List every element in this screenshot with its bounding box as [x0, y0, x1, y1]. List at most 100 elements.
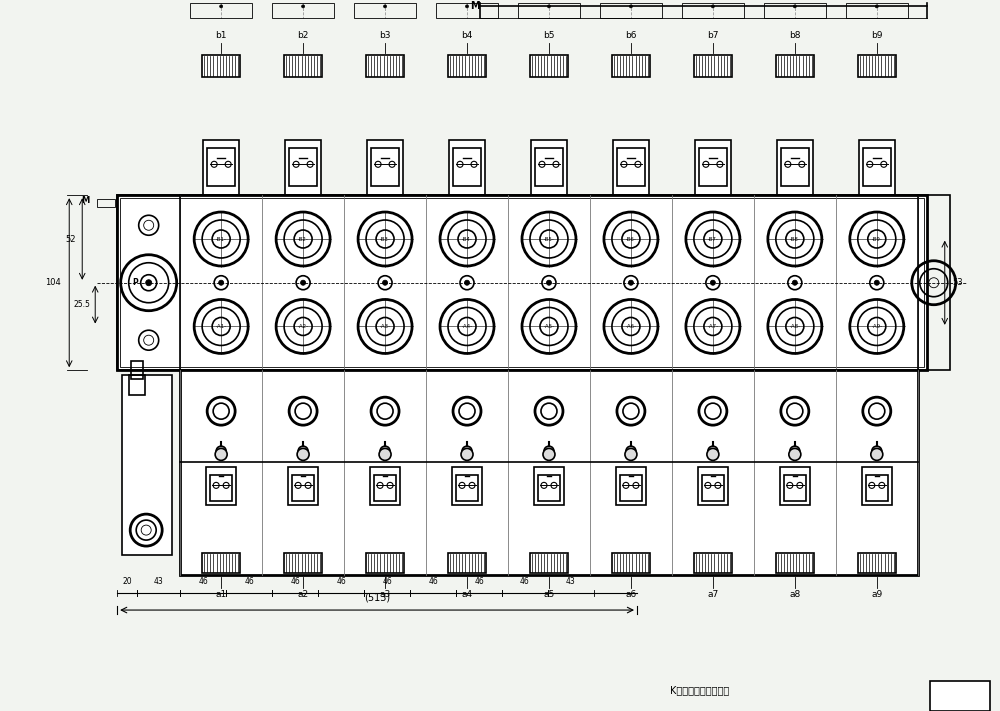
Text: -B7-: -B7- [707, 237, 718, 242]
Bar [202, 553, 240, 573]
Bar [285, 140, 321, 196]
Text: -B8-: -B8- [789, 237, 800, 242]
Text: -A4-: -A4- [461, 324, 473, 329]
Bar [859, 140, 895, 196]
Text: b3: b3 [379, 31, 391, 41]
Circle shape [628, 280, 633, 285]
Bar [866, 476, 888, 501]
Bar [695, 140, 731, 196]
Bar [781, 149, 809, 186]
Bar [436, 4, 498, 18]
Bar [202, 55, 240, 77]
Bar [117, 196, 180, 370]
Bar [206, 467, 236, 506]
Bar [180, 196, 918, 202]
Bar [120, 198, 924, 367]
Bar [780, 467, 810, 506]
Bar [97, 199, 115, 208]
Text: b1: b1 [215, 31, 227, 41]
Text: -A6-: -A6- [625, 324, 636, 329]
Text: M: M [470, 1, 480, 11]
Text: -A1-: -A1- [216, 324, 227, 329]
Text: (513): (513) [364, 592, 390, 602]
Circle shape [708, 446, 718, 456]
Bar [129, 375, 145, 395]
Bar [862, 467, 892, 506]
Bar [600, 4, 662, 18]
Text: b8: b8 [789, 31, 801, 41]
Circle shape [625, 449, 637, 461]
Circle shape [547, 5, 550, 8]
Circle shape [383, 280, 388, 285]
Bar [930, 681, 990, 711]
Circle shape [544, 446, 554, 456]
Circle shape [792, 280, 797, 285]
Bar [612, 553, 650, 573]
Circle shape [871, 449, 883, 461]
Bar [530, 55, 568, 77]
Bar [776, 553, 814, 573]
Bar [289, 149, 317, 186]
Bar [534, 467, 564, 506]
Text: -B1-: -B1- [216, 237, 227, 242]
Bar [612, 55, 650, 77]
Text: -A5-: -A5- [543, 324, 555, 329]
Circle shape [461, 449, 473, 461]
Text: b9: b9 [871, 31, 883, 41]
Text: -B9-: -B9- [871, 237, 882, 242]
Bar [354, 4, 416, 18]
Text: 46: 46 [474, 577, 484, 586]
Bar [863, 149, 891, 186]
Bar [374, 476, 396, 501]
Bar [366, 55, 404, 77]
Circle shape [710, 280, 715, 285]
Bar [535, 149, 563, 186]
Circle shape [302, 5, 305, 8]
Circle shape [130, 514, 162, 546]
Text: 104: 104 [45, 278, 61, 287]
Circle shape [629, 5, 632, 8]
Bar [858, 55, 896, 77]
Circle shape [301, 280, 306, 285]
Circle shape [875, 5, 878, 8]
Circle shape [465, 280, 470, 285]
Bar [776, 55, 814, 77]
Text: 46: 46 [336, 577, 346, 586]
Circle shape [626, 446, 636, 456]
Bar [616, 467, 646, 506]
Bar [272, 4, 334, 18]
Circle shape [379, 449, 391, 461]
Circle shape [790, 446, 800, 456]
Circle shape [297, 449, 309, 461]
Circle shape [789, 449, 801, 461]
Circle shape [380, 446, 390, 456]
Bar [453, 149, 481, 186]
Circle shape [711, 5, 714, 8]
Bar [203, 140, 239, 196]
Bar [784, 476, 806, 501]
Text: -A7-: -A7- [707, 324, 718, 329]
Text: 53: 53 [953, 278, 963, 287]
Bar [288, 467, 318, 506]
Bar [846, 4, 908, 18]
Text: -B4-: -B4- [462, 237, 472, 242]
Text: 25.5: 25.5 [73, 300, 90, 309]
Text: a3: a3 [379, 590, 391, 599]
Bar [122, 375, 172, 555]
Bar [190, 4, 252, 18]
Text: 46: 46 [520, 577, 530, 586]
Bar [284, 553, 322, 573]
Bar [694, 553, 732, 573]
Bar [518, 4, 580, 18]
Bar [448, 55, 486, 77]
Circle shape [707, 449, 719, 461]
Text: a9: a9 [871, 590, 882, 599]
Circle shape [466, 5, 469, 8]
Text: b6: b6 [625, 31, 637, 41]
Bar [370, 467, 400, 506]
Text: 46: 46 [382, 577, 392, 586]
Text: b2: b2 [297, 31, 309, 41]
Circle shape [462, 446, 472, 456]
Bar [620, 476, 642, 501]
Text: a8: a8 [789, 590, 800, 599]
